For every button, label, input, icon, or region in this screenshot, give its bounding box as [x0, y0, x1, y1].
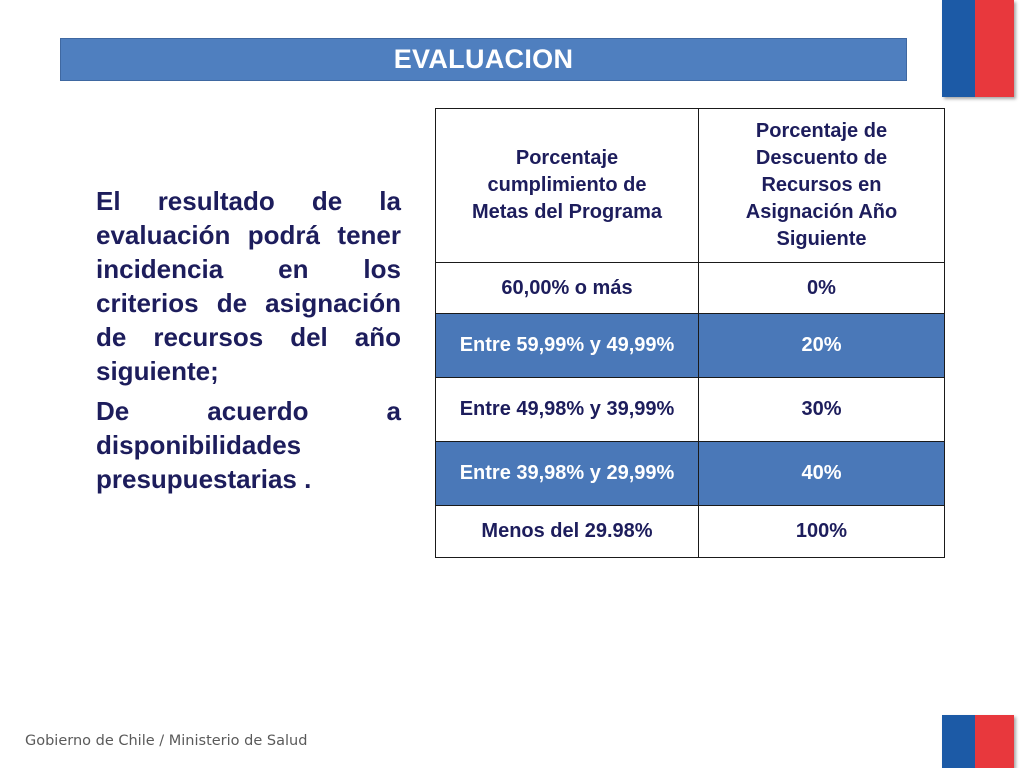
flag-blue-stripe — [942, 715, 975, 768]
title-bar: EVALUACION — [60, 38, 907, 81]
table-row: Entre 49,98% y 39,99% 30% — [435, 377, 945, 442]
discount-cell: 30% — [698, 377, 945, 442]
footer-text: Gobierno de Chile / Ministerio de Salud — [25, 733, 308, 749]
discount-cell: 100% — [698, 505, 945, 558]
body-text: El resultado de la evaluación podrá tene… — [96, 184, 401, 502]
table-row: 60,00% o más 0% — [435, 262, 945, 314]
chile-flag-logo-top — [942, 0, 1014, 97]
body-paragraph-2: De acuerdo a disponibilidades presupuest… — [96, 396, 401, 494]
range-cell: Menos del 29.98% — [435, 505, 699, 558]
body-paragraph-1: El resultado de la evaluación podrá tene… — [96, 186, 401, 386]
discount-cell: 20% — [698, 313, 945, 378]
header-descuento: Porcentaje de Descuento de Recursos en A… — [698, 108, 945, 263]
flag-blue-stripe — [942, 0, 975, 97]
range-cell: Entre 59,99% y 49,99% — [435, 313, 699, 378]
table-row: Entre 59,99% y 49,99% 20% — [435, 313, 945, 378]
chile-flag-logo-bottom — [942, 715, 1014, 768]
range-cell: 60,00% o más — [435, 262, 699, 314]
discount-cell: 40% — [698, 441, 945, 506]
page-title: EVALUACION — [393, 44, 574, 74]
table-row: Entre 39,98% y 29,99% 40% — [435, 441, 945, 506]
evaluation-table: Porcentaje cumplimiento de Metas del Pro… — [435, 108, 945, 558]
flag-red-stripe — [975, 0, 1014, 97]
discount-cell: 0% — [698, 262, 945, 314]
range-cell: Entre 49,98% y 39,99% — [435, 377, 699, 442]
table-row: Menos del 29.98% 100% — [435, 505, 945, 558]
range-cell: Entre 39,98% y 29,99% — [435, 441, 699, 506]
header-cumplimiento: Porcentaje cumplimiento de Metas del Pro… — [435, 108, 699, 263]
table-header-row: Porcentaje cumplimiento de Metas del Pro… — [435, 108, 945, 263]
flag-red-stripe — [975, 715, 1014, 768]
